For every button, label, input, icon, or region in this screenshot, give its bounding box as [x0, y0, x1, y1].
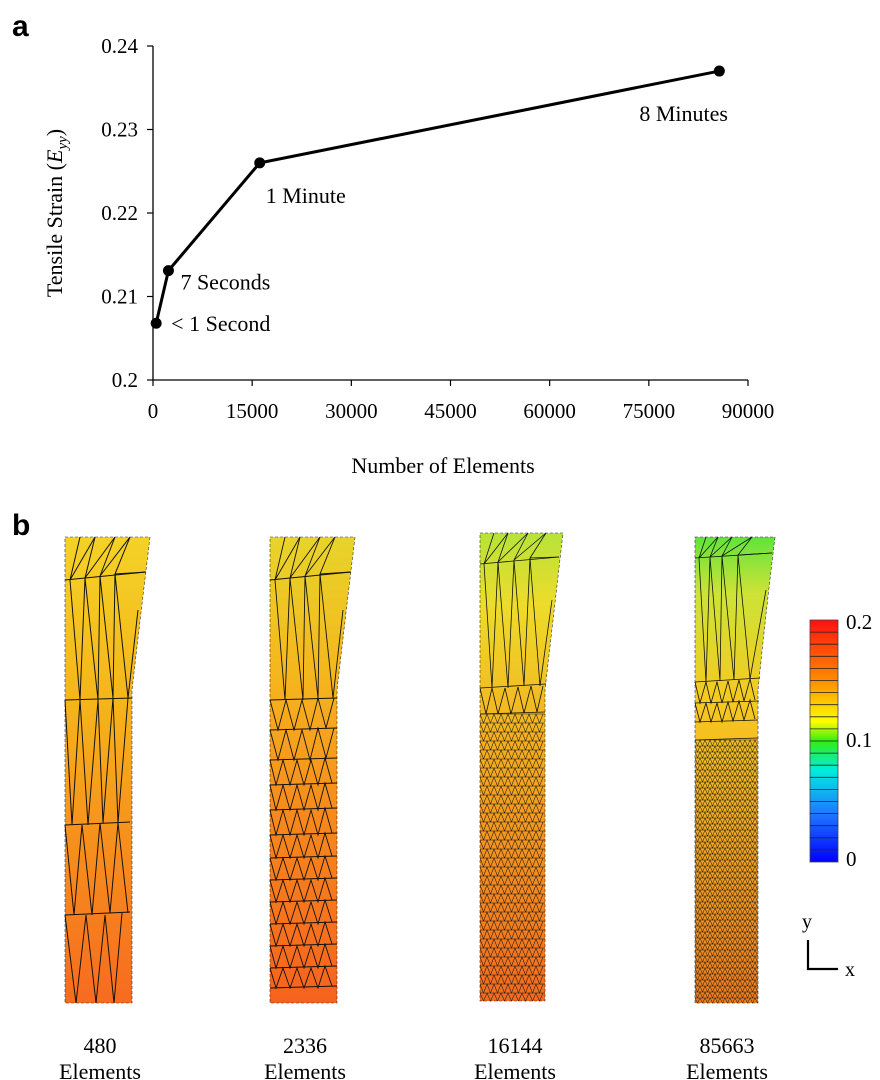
point-annotation: < 1 Second	[171, 311, 270, 336]
mesh-16144	[479, 532, 564, 1002]
mesh-2336	[269, 536, 356, 1004]
fine-mesh	[479, 713, 545, 1002]
colorbar-mid-label: 0.1	[846, 728, 872, 752]
mesh-85663	[694, 536, 776, 1004]
colorbar: 0.2 0.1 0	[809, 610, 872, 871]
y-tick-label: 0.22	[101, 201, 138, 225]
fine-mesh	[694, 739, 758, 1004]
point-annotation: 7 Seconds	[180, 270, 270, 295]
x-tick-label: 30000	[325, 399, 378, 423]
x-ticks: 0 15000 30000 45000 60000 75000 90000	[148, 380, 775, 423]
data-point	[162, 265, 174, 277]
x-tick-label: 15000	[226, 399, 279, 423]
y-tick-label: 0.23	[101, 118, 138, 142]
x-tick-label: 75000	[623, 399, 676, 423]
x-tick-label: 60000	[523, 399, 576, 423]
mesh-unit-2336: Elements	[264, 1059, 346, 1080]
mesh-captions: 480 Elements 2336 Elements 16144 Element…	[59, 1033, 768, 1080]
data-point	[254, 157, 266, 169]
mesh-count-85663: 85663	[700, 1033, 755, 1058]
axes-indicator-arrows	[806, 940, 838, 971]
series-line	[154, 69, 720, 324]
point-annotation: 8 Minutes	[639, 101, 728, 126]
point-annotation: 1 Minute	[266, 183, 346, 208]
x-axis-title: Number of Elements	[351, 453, 534, 478]
point-annotations: < 1 Second 7 Seconds 1 Minute 8 Minutes	[171, 101, 728, 336]
axes-indicator-y: y	[802, 911, 812, 933]
y-tick-label: 0.21	[101, 285, 138, 309]
x-tick-label: 0	[148, 399, 159, 423]
axes-indicator: y x	[802, 911, 855, 981]
y-tick-label: 0.24	[101, 34, 138, 58]
data-points	[150, 65, 725, 329]
y-axis-title: Tensile Strain (Eyy)	[42, 129, 71, 297]
mesh-count-2336: 2336	[283, 1033, 327, 1058]
mesh-unit-16144: Elements	[474, 1059, 556, 1080]
colorbar-min-label: 0	[846, 847, 857, 871]
panel-a-label: a	[12, 10, 29, 43]
y-tick-label: 0.2	[112, 368, 138, 392]
colorbar-max-label: 0.2	[846, 610, 872, 634]
mesh-count-16144: 16144	[488, 1033, 543, 1058]
mesh-unit-480: Elements	[59, 1059, 141, 1080]
mesh-unit-85663: Elements	[686, 1059, 768, 1080]
y-ticks: 0.2 0.21 0.22 0.23 0.24	[101, 34, 153, 392]
mesh-count-480: 480	[84, 1033, 117, 1058]
data-point	[150, 317, 162, 329]
mesh-480	[64, 536, 151, 1004]
x-tick-label: 90000	[722, 399, 775, 423]
data-point	[713, 65, 725, 77]
panel-b-label: b	[12, 509, 30, 542]
x-tick-label: 45000	[424, 399, 477, 423]
axes-indicator-x: x	[845, 959, 855, 981]
